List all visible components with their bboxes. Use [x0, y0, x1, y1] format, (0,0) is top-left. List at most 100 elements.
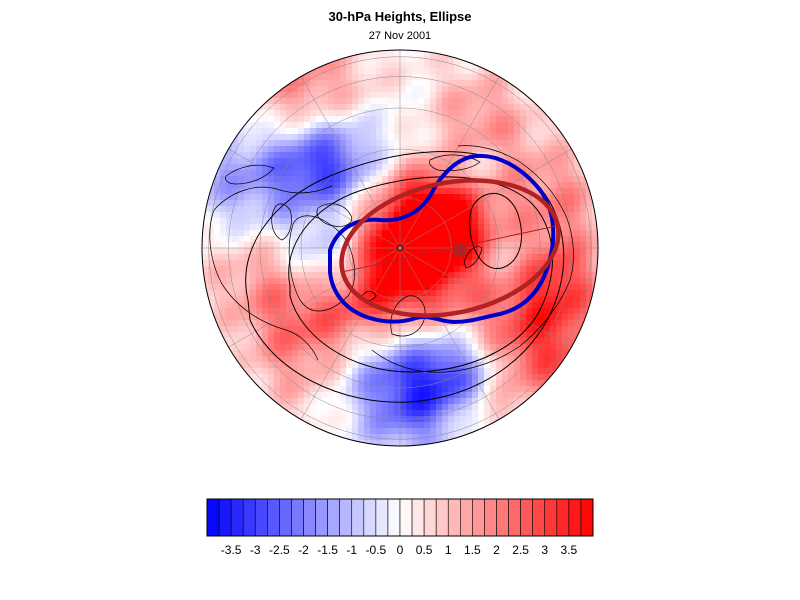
field-cell	[388, 98, 395, 105]
height-contour-outer	[245, 151, 565, 403]
field-cell	[424, 422, 431, 429]
field-cell	[538, 200, 545, 207]
field-cell	[256, 242, 263, 249]
colorbar	[206, 498, 594, 537]
field-cell	[526, 116, 533, 123]
field-cell	[298, 134, 305, 141]
field-cell	[484, 98, 491, 105]
field-cell	[436, 266, 443, 273]
field-cell	[544, 182, 551, 189]
field-cell	[298, 308, 305, 315]
field-cell	[376, 350, 383, 357]
field-cell	[328, 68, 335, 75]
field-cell	[484, 284, 491, 291]
field-cell	[370, 422, 377, 429]
field-cell	[586, 170, 593, 177]
field-cell	[280, 368, 287, 375]
field-cell	[562, 320, 569, 327]
field-cell	[346, 86, 353, 93]
colorbar-tick-label: 2.5	[512, 543, 529, 557]
field-cell	[460, 272, 467, 279]
field-cell	[436, 410, 443, 417]
field-cell	[334, 344, 341, 351]
field-cell	[556, 206, 563, 213]
field-cell	[568, 296, 575, 303]
field-cell	[352, 56, 359, 63]
field-cell	[382, 254, 389, 261]
field-cell	[484, 392, 491, 399]
field-cell	[448, 266, 455, 273]
field-cell	[550, 122, 557, 129]
field-cell	[292, 350, 299, 357]
field-cell	[430, 176, 437, 183]
field-cell	[400, 200, 407, 207]
field-cell	[400, 308, 407, 315]
field-cell	[526, 248, 533, 255]
field-cell	[484, 260, 491, 267]
field-cell	[244, 158, 251, 165]
field-cell	[514, 272, 521, 279]
field-cell	[478, 218, 485, 225]
field-cell	[496, 290, 503, 297]
field-cell	[472, 146, 479, 153]
field-cell	[322, 92, 329, 99]
field-cell	[520, 266, 527, 273]
field-cell	[334, 428, 341, 435]
field-cell	[484, 374, 491, 381]
field-cell	[424, 272, 431, 279]
field-cell	[334, 122, 341, 129]
field-cell	[538, 122, 545, 129]
field-cell	[538, 320, 545, 327]
field-cell	[430, 356, 437, 363]
field-cell	[286, 188, 293, 195]
field-cell	[430, 332, 437, 339]
field-cell	[430, 296, 437, 303]
field-cell	[514, 380, 521, 387]
field-cell	[442, 416, 449, 423]
field-cell	[364, 290, 371, 297]
field-cell	[334, 368, 341, 375]
field-cell	[346, 110, 353, 117]
field-cell	[304, 176, 311, 183]
field-cell	[568, 278, 575, 285]
meridian-line	[399, 148, 572, 249]
field-cell	[442, 104, 449, 111]
field-cell	[550, 158, 557, 165]
field-cell	[322, 344, 329, 351]
field-cell	[256, 218, 263, 225]
field-cell	[322, 278, 329, 285]
field-cell	[382, 440, 389, 446]
field-cell	[232, 194, 239, 201]
field-cell	[358, 128, 365, 135]
field-cell	[292, 158, 299, 165]
field-cell	[454, 350, 461, 357]
field-cell	[304, 230, 311, 237]
field-cell	[526, 110, 533, 117]
field-cell	[304, 194, 311, 201]
field-cell	[508, 236, 515, 243]
field-cell	[268, 362, 275, 369]
field-cell	[568, 260, 575, 267]
field-cell	[238, 314, 245, 321]
field-cell	[526, 320, 533, 327]
field-cell	[418, 170, 425, 177]
field-cell	[250, 236, 257, 243]
field-cell	[568, 218, 575, 225]
field-cell	[418, 416, 425, 423]
field-cell	[502, 206, 509, 213]
field-cell	[370, 272, 377, 279]
colorbar-swatch	[303, 498, 316, 537]
field-cell	[568, 170, 575, 177]
field-cell	[550, 278, 557, 285]
field-cell	[370, 56, 377, 63]
field-cell	[574, 224, 581, 231]
colorbar-swatch	[315, 498, 328, 537]
field-cell	[262, 266, 269, 273]
field-cell	[580, 200, 587, 207]
field-cell	[520, 338, 527, 345]
field-cell	[286, 404, 293, 411]
field-cell	[226, 284, 233, 291]
field-cell	[214, 230, 221, 237]
field-cell	[388, 404, 395, 411]
field-cell	[394, 338, 401, 345]
